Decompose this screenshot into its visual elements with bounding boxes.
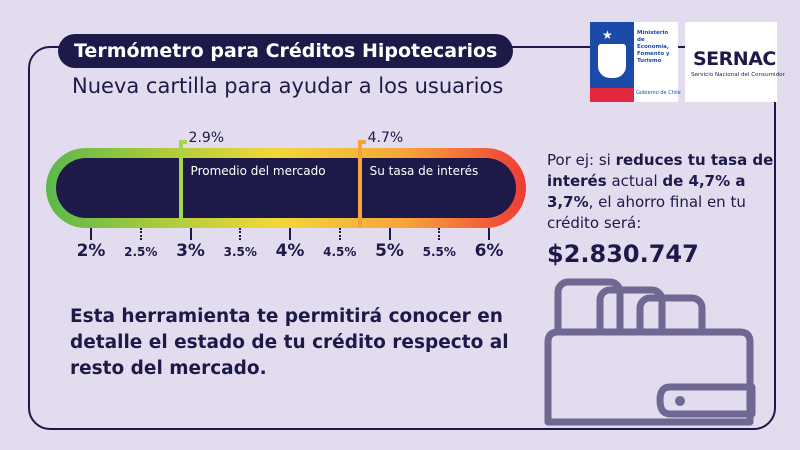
rate-thermometer — [46, 148, 526, 228]
sernac-logo: SERNAC Servicio Nacional del Consumidor — [685, 22, 785, 102]
thermometer-inner — [56, 158, 516, 218]
scale-label: 2.5% — [124, 245, 158, 259]
gov-logo-text: Ministerio de Economía, Fomento y Turism… — [637, 30, 670, 64]
sernac-logo-subtitle: Servicio Nacional del Consumidor — [691, 72, 785, 78]
page-subtitle: Nueva cartilla para ayudar a los usuario… — [72, 74, 514, 98]
gobierno-de-chile-logo: ★ Ministerio de Economía, Fomento y Turi… — [590, 22, 681, 102]
example-text-4: de 4,7% a 3,7% — [547, 172, 746, 211]
scale-tick — [488, 228, 490, 240]
scale-tick — [189, 228, 192, 240]
user-rate-marker-hook — [357, 140, 366, 144]
savings-amount: $2.830.747 — [547, 240, 699, 268]
scale-tick — [289, 228, 291, 240]
example-text-1: Por ej: si — [547, 151, 616, 169]
example-text-2: reduces tu tasa de interés — [547, 151, 774, 190]
wallet-body — [544, 328, 754, 426]
wallet-icon — [544, 278, 756, 426]
tool-description: Esta herramienta te permitirá conocer en… — [70, 306, 509, 379]
savings-example: Por ej: si reduces tu tasa de interés ac… — [547, 150, 777, 234]
scale-tick — [239, 228, 242, 240]
star-icon: ★ — [602, 28, 613, 42]
scale-label: 5% — [375, 241, 404, 261]
scale-label: 4% — [275, 241, 305, 261]
scale-tick — [338, 228, 341, 240]
example-text-5: , el ahorro final en tu crédito será: — [547, 193, 746, 232]
user-rate-marker-value: 4.7% — [367, 130, 404, 146]
scale-label: 6% — [474, 241, 504, 261]
scale-tick — [139, 228, 142, 240]
market-average-marker-hook — [178, 140, 187, 144]
scale-tick — [438, 228, 441, 240]
scale-label: 5.5% — [422, 245, 456, 259]
page-title: Termómetro para Créditos Hipotecarios — [58, 34, 514, 68]
market-average-marker-caption: Promedio del mercado — [190, 164, 326, 178]
scale-tick — [388, 228, 391, 240]
coat-of-arms-icon — [598, 44, 626, 78]
sernac-logo-name: SERNAC — [693, 48, 776, 70]
scale-tick — [90, 228, 92, 240]
scale-label: 3.5% — [223, 245, 257, 259]
wallet-clasp — [656, 383, 756, 418]
scale-label: 4.5% — [323, 245, 357, 259]
user-rate-marker-caption: Su tasa de interés — [369, 164, 479, 178]
scale-label: 3% — [176, 241, 205, 261]
gov-logo-footer: Gobierno de Chile — [636, 90, 681, 96]
user-rate-marker-line — [357, 140, 362, 228]
wallet-button — [675, 396, 685, 406]
market-average-marker-value: 2.9% — [188, 130, 225, 146]
scale-label: 2% — [76, 241, 106, 261]
flag-red — [590, 88, 634, 102]
market-average-marker-line — [178, 140, 183, 228]
example-text-3: actual — [606, 172, 663, 190]
